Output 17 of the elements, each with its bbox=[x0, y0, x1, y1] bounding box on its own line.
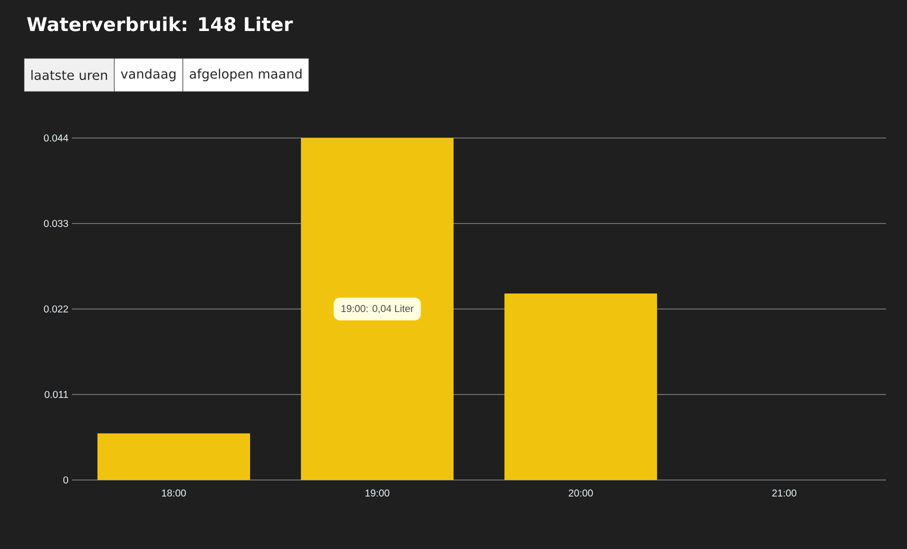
y-tick-label: 0.011 bbox=[44, 390, 68, 398]
y-tick-label: 0.044 bbox=[44, 134, 68, 142]
y-tick-label: 0.033 bbox=[44, 220, 68, 228]
annotation: 19:00: 0,04 Liter bbox=[342, 304, 414, 314]
chart-title: Waterverbruik: 148 Liter bbox=[27, 16, 293, 32]
text: vandaag bbox=[120, 68, 176, 82]
x-tick-label: 20:00 bbox=[568, 490, 593, 497]
x-tick-label: 21:00 bbox=[772, 490, 796, 497]
x-tick-label: 18:00 bbox=[162, 490, 186, 497]
text: afgelopen maand bbox=[190, 68, 302, 82]
y-tick-label: 0 bbox=[63, 476, 68, 484]
bar bbox=[504, 293, 658, 480]
bar bbox=[300, 138, 454, 480]
x-tick-label: 19:00 bbox=[366, 490, 390, 497]
y-tick-label: 0.022 bbox=[44, 305, 68, 313]
text: laatste uren bbox=[31, 70, 107, 80]
bar bbox=[97, 433, 250, 480]
